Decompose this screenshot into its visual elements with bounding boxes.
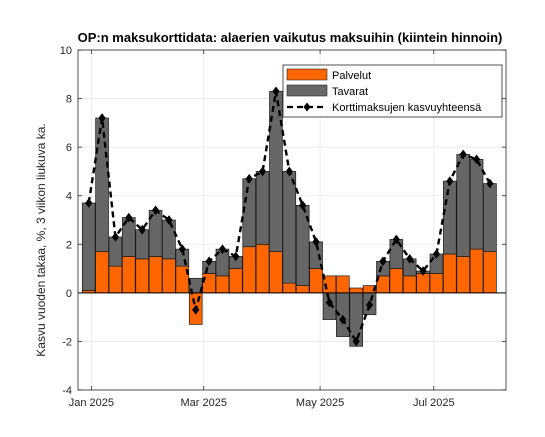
ticks-layer: -4 -2 0 2 4 6 8 10 Jan 2025 Mar 2025 May 2025 Jul 2…	[60, 45, 506, 409]
total-marker	[245, 173, 253, 184]
bar-tavarat	[81, 202, 96, 291]
bar-palvelut	[349, 287, 363, 294]
legend-label-tavarat: Tavarat	[332, 86, 368, 98]
total-marker	[365, 300, 374, 310]
total-marker	[299, 200, 307, 211]
bar-palvelut	[108, 265, 123, 294]
legend-swatch-palvelut	[286, 68, 328, 81]
bar-palvelut	[242, 246, 256, 294]
total-marker	[178, 244, 186, 254]
total-marker	[138, 224, 146, 235]
total-marker	[232, 251, 240, 262]
bar-palvelut	[416, 273, 430, 294]
bar-tavarat	[95, 117, 109, 252]
x-tick-label: Jul 2025	[413, 397, 455, 409]
bar-palvelut	[429, 273, 444, 294]
legend-swatch-tavarat	[286, 84, 328, 97]
total-marker	[312, 237, 320, 247]
y-tick-label: 8	[66, 94, 72, 106]
total-marker	[486, 178, 494, 189]
total-marker	[406, 254, 414, 264]
total-marker	[98, 113, 106, 123]
total-marker	[258, 166, 267, 177]
bar-palvelut	[255, 243, 270, 294]
bar-tavarat	[443, 180, 457, 255]
x-tick-label: May 2025	[296, 397, 344, 409]
bar-tavarat	[469, 158, 484, 250]
bar-palvelut	[215, 275, 230, 294]
bar-palvelut	[295, 285, 310, 294]
bar-palvelut	[336, 275, 350, 294]
total-marker	[192, 305, 200, 315]
total-marker	[85, 198, 93, 208]
chart-title: OP:n maksukorttidata: alaerien vaikutus …	[78, 30, 503, 45]
total-marker	[432, 249, 441, 259]
y-tick-label: 0	[66, 288, 72, 300]
bar-palvelut	[135, 258, 149, 294]
total-marker	[392, 234, 400, 245]
total-marker	[125, 212, 133, 223]
bar-palvelut	[402, 275, 417, 294]
bar-tavarat	[483, 183, 497, 252]
total-marker	[111, 232, 120, 242]
bar-palvelut	[269, 251, 283, 294]
y-axis-label: Kasvu vuoden takaa, %, 3 viikon liukuva …	[34, 123, 48, 356]
bar-palvelut	[456, 256, 470, 294]
total-marker	[151, 205, 160, 216]
bar-palvelut	[95, 251, 109, 294]
total-marker	[352, 336, 360, 347]
axes-layer	[77, 49, 507, 391]
bar-palvelut	[483, 251, 497, 294]
line-layer	[78, 86, 506, 347]
bar-palvelut	[229, 268, 243, 294]
total-marker	[165, 215, 173, 225]
y-tick-label: 4	[66, 191, 72, 203]
legend-label-total: Korttimaksujen kasvuyhteensä	[332, 102, 482, 114]
total-marker	[379, 256, 387, 267]
bar-palvelut	[202, 273, 216, 294]
legend: Palvelut Tavarat Korttimaksujen kasvuyht…	[282, 64, 503, 118]
x-tick-label: Jan 2025	[69, 397, 114, 409]
bar-palvelut	[389, 268, 404, 294]
total-marker	[339, 314, 347, 325]
y-tick-label: -4	[62, 385, 72, 397]
bar-palvelut	[148, 256, 163, 294]
bar-palvelut	[443, 253, 457, 294]
legend-diamond-marker	[303, 102, 311, 112]
axes-box	[77, 49, 507, 391]
bar-tavarat	[242, 178, 256, 248]
y-tick-label: 2	[66, 239, 72, 251]
total-marker	[459, 149, 467, 160]
total-marker	[472, 154, 481, 165]
total-marker	[272, 86, 280, 97]
bar-tavarat	[456, 154, 470, 257]
total-marker	[446, 176, 454, 186]
legend-label-palvelut: Palvelut	[332, 70, 371, 82]
bar-palvelut	[122, 256, 136, 294]
total-marker	[285, 166, 293, 177]
total-marker	[325, 297, 334, 308]
bar-tavarat	[282, 171, 297, 284]
total-marker	[218, 244, 227, 254]
x-tick-label: Mar 2025	[180, 397, 226, 409]
y-tick-label: 10	[60, 45, 72, 57]
total-marker	[205, 256, 213, 267]
bar-palvelut	[162, 258, 176, 294]
y-tick-label: -2	[62, 336, 72, 348]
bar-palvelut	[469, 248, 484, 294]
bar-palvelut	[309, 268, 323, 294]
bar-tavarat	[255, 171, 270, 245]
bar-tavarat	[162, 219, 176, 260]
total-marker	[419, 266, 427, 276]
bar-palvelut	[282, 282, 297, 294]
y-tick-label: 6	[66, 142, 72, 154]
